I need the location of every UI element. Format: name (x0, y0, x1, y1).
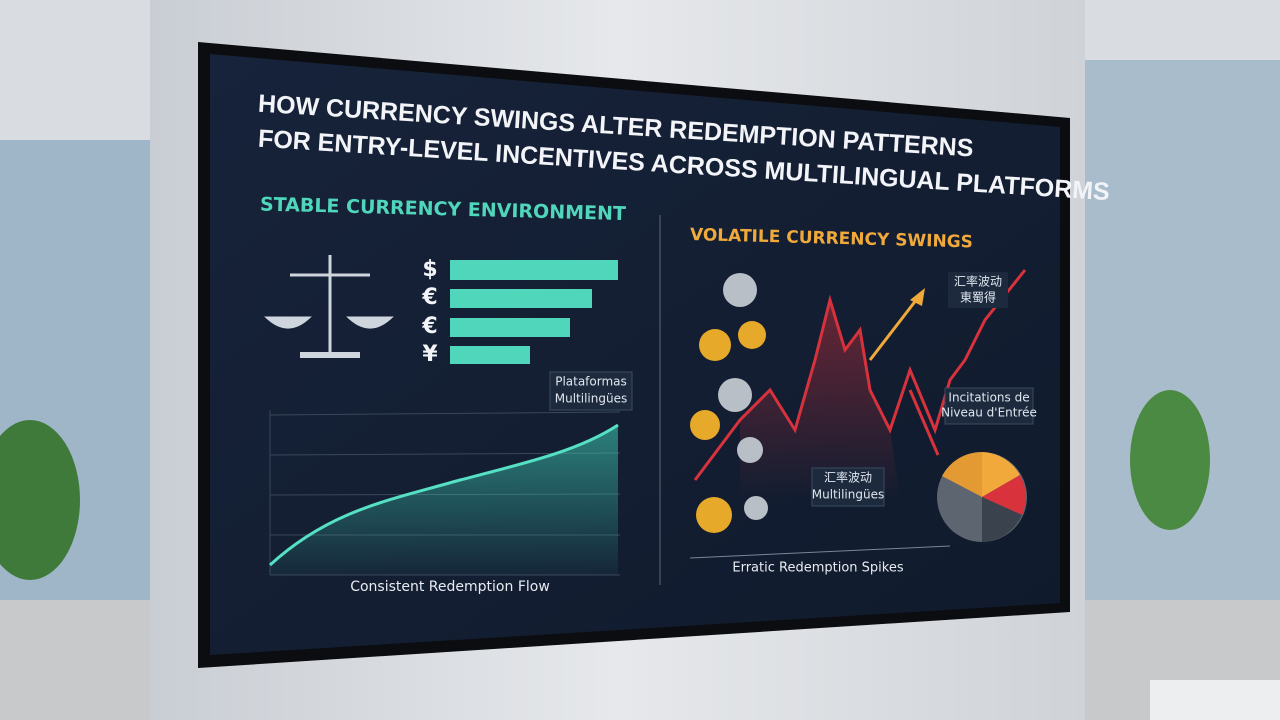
coins (690, 273, 768, 533)
pie (937, 451, 1027, 542)
left-caption: Consistent Redemption Flow (350, 579, 550, 595)
plant (0, 420, 80, 580)
arrow (868, 294, 922, 361)
tag-text: 東蜀得 (960, 290, 996, 305)
tag-text: Niveau d'Entrée (941, 406, 1037, 420)
scale-icon (264, 255, 394, 358)
right-caption: Erratic Redemption Spikes (732, 561, 903, 576)
desk (1150, 680, 1280, 720)
currency-symbol: € (421, 314, 437, 339)
arrow-head (910, 288, 925, 306)
arrow (908, 389, 940, 456)
badge-text: Plataformas (555, 375, 627, 389)
tag-text: Multilingües (812, 488, 884, 502)
volatile-area (740, 300, 900, 500)
badge-text: Multilingües (555, 392, 627, 406)
tag-text: Incitations de (948, 391, 1029, 405)
currency-symbol: € (421, 285, 437, 310)
tag-box (944, 387, 1034, 425)
tag-text: 汇率波动 (954, 274, 1002, 289)
tag-box (948, 272, 1008, 308)
axis (689, 545, 951, 559)
bars (450, 260, 618, 364)
curve (268, 423, 619, 567)
window-right (1085, 60, 1280, 620)
currency-symbol: $ (422, 257, 437, 282)
tag-text: 汇率波动 (824, 470, 872, 485)
plant (1130, 390, 1210, 530)
tag-box (811, 467, 885, 507)
badge-box (549, 371, 633, 411)
currency-symbol: ¥ (422, 342, 438, 367)
